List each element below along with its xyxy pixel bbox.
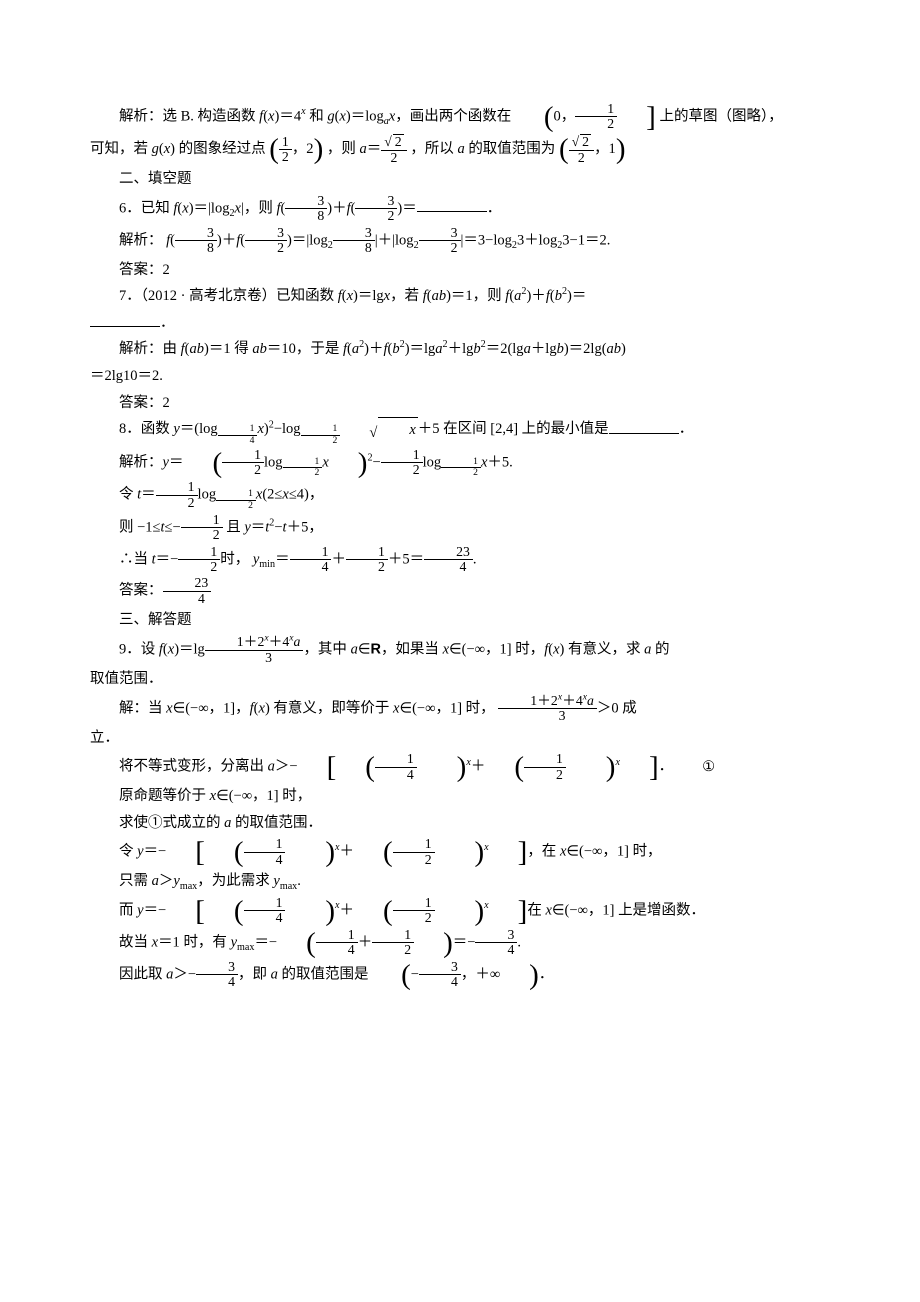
text: 将不等式变形，分离出 bbox=[119, 759, 268, 775]
q8-so: ∴当 t＝−12时， ymin＝14＋12＋5＝234. bbox=[90, 545, 830, 575]
p5-solution-line2: 可知，若 g(x) 的图象经过点 (12，2) ，则 a＝√22 ，所以 a 的… bbox=[90, 134, 830, 165]
text: 令 bbox=[119, 486, 137, 502]
text: 解：当 bbox=[119, 700, 166, 716]
text: 且 bbox=[223, 519, 245, 535]
text: 解析：选 B. 构造函数 bbox=[119, 108, 259, 124]
q9-solution-1: 解：当 x∈(−∞，1]，f(x) 有意义，即等价于 x∈(−∞，1] 时， 1… bbox=[90, 694, 830, 724]
text: 求使①式成立的 bbox=[119, 815, 224, 831]
q7-stem: 7．（2012 · 高考北京卷）已知函数 f(x)＝lgx，若 f(ab)＝1，… bbox=[90, 284, 830, 309]
fill-blank bbox=[417, 196, 487, 212]
text: 时，有 bbox=[180, 934, 231, 950]
text: 则 bbox=[119, 519, 137, 535]
text: 可知，若 bbox=[90, 141, 152, 157]
math: g bbox=[327, 108, 334, 124]
text: ，为此需求 bbox=[197, 873, 273, 889]
text: 解析： bbox=[119, 454, 163, 470]
text: ，所以 bbox=[410, 141, 457, 157]
text: 原命题等价于 bbox=[119, 788, 210, 804]
text: 时， bbox=[279, 788, 312, 804]
text: 的取值范围为 bbox=[465, 141, 559, 157]
q8-let: 令 t＝12log12x(2≤x≤4)， bbox=[90, 480, 830, 510]
p5-solution-line1: 解析：选 B. 构造函数 f(x)＝4x 和 g(x)＝logax，画出两个函数… bbox=[90, 102, 830, 132]
fill-blank bbox=[90, 311, 160, 327]
text: 故当 bbox=[119, 934, 152, 950]
q6-stem: 6．已知 f(x)＝|log2x|，则 f(38)＋f(32)＝． bbox=[90, 194, 830, 224]
text: 成 bbox=[619, 700, 637, 716]
text: 因此取 bbox=[119, 966, 166, 982]
text: ，则 bbox=[473, 288, 506, 304]
text: ，即 bbox=[238, 966, 271, 982]
section-3-heading: 三、解答题 bbox=[90, 608, 830, 633]
q9-solution-1b: 立． bbox=[90, 726, 830, 751]
circled-1: ① bbox=[673, 755, 715, 780]
text: 7．（2012 · 高考北京卷）已知函数 bbox=[119, 288, 338, 304]
text: 9．设 bbox=[119, 641, 159, 657]
text: 的 bbox=[651, 641, 669, 657]
text: 解析： bbox=[119, 232, 163, 248]
text: 只需 bbox=[119, 873, 152, 889]
text: ，在 bbox=[527, 844, 560, 860]
text: 的取值范围． bbox=[231, 815, 322, 831]
q6-solution: 解析： f(38)＋f(32)＝|log238|＋|log232|＝3−log2… bbox=[90, 226, 830, 256]
q9-when: 故当 x＝1 时，有 ymax＝−(14＋12)＝−34. bbox=[90, 928, 830, 958]
q9-stem: 9．设 f(x)＝lg1＋2x＋4xa3，其中 a∈R，如果当 x∈(−∞，1]… bbox=[90, 635, 830, 665]
text: 时， bbox=[220, 551, 249, 567]
text: 上的草图（图略）， bbox=[659, 108, 782, 124]
text: 时， bbox=[462, 700, 495, 716]
text: 6．已知 bbox=[119, 200, 173, 216]
text: 上是增函数． bbox=[614, 902, 705, 918]
text: 时， bbox=[629, 844, 662, 860]
frac: 12 bbox=[575, 102, 617, 132]
text: ， bbox=[235, 700, 250, 716]
text: 得 bbox=[231, 341, 253, 357]
q9-eq1: 原命题等价于 x∈(−∞，1] 时， bbox=[90, 784, 830, 809]
q7-blank-line: ． bbox=[90, 311, 830, 336]
frac: √22 bbox=[569, 134, 594, 165]
q9-final: 因此取 a＞−34，即 a 的取值范围是 (−34，＋∞)． bbox=[90, 960, 830, 990]
q8-solution-1: 解析：y＝(12log12x)2−12log12x＋5. bbox=[90, 448, 830, 478]
text: 有意义，即等价于 bbox=[270, 700, 393, 716]
section-2-heading: 二、填空题 bbox=[90, 167, 830, 192]
text: 解析：由 bbox=[119, 341, 181, 357]
q8-then: 则 −1≤t≤−12 且 y＝t2−t＋5， bbox=[90, 513, 830, 543]
text: ，于是 bbox=[296, 341, 343, 357]
q9-stem-2: 取值范围． bbox=[90, 667, 830, 692]
document-page: 解析：选 B. 构造函数 f(x)＝4x 和 g(x)＝logax，画出两个函数… bbox=[0, 0, 920, 1052]
q7-solution-2: ＝2lg10＝2. bbox=[90, 364, 830, 389]
math: f bbox=[259, 108, 263, 124]
text: 有意义，求 bbox=[564, 641, 644, 657]
text: 8．函数 bbox=[119, 422, 173, 438]
text: 在 bbox=[527, 902, 545, 918]
q7-solution: 解析：由 f(ab)＝1 得 ab＝10，于是 f(a2)＋f(b2)＝lga2… bbox=[90, 337, 830, 362]
q7-answer: 答案：2 bbox=[90, 391, 830, 416]
text: 而 bbox=[119, 902, 137, 918]
text: 和 bbox=[309, 108, 327, 124]
text: ，其中 bbox=[303, 641, 350, 657]
text: ∴当 bbox=[119, 551, 152, 567]
frac: √22 bbox=[381, 134, 406, 165]
fill-blank bbox=[609, 418, 679, 434]
text: 在区间 [2,4] 上的最小值是 bbox=[440, 422, 609, 438]
text: 的图象经过点 bbox=[175, 141, 269, 157]
q9-let: 令 y＝−[(14 )x＋(12 )x]，在 x∈(−∞，1] 时， bbox=[90, 837, 830, 867]
text: ，画出两个函数在 bbox=[395, 108, 515, 124]
q6-answer: 答案：2 bbox=[90, 258, 830, 283]
text: 令 bbox=[119, 844, 137, 860]
text: ，则 bbox=[327, 141, 360, 157]
text: ，如果当 bbox=[381, 641, 443, 657]
text: 答案： bbox=[119, 583, 163, 599]
text: 的取值范围是 bbox=[278, 966, 372, 982]
text: 时， bbox=[512, 641, 545, 657]
q9-eq2: 求使①式成立的 a 的取值范围． bbox=[90, 811, 830, 836]
text: ，则 bbox=[244, 200, 277, 216]
q9-sep: 将不等式变形，分离出 a＞−[(14 )x＋(12 )x]．① bbox=[90, 752, 830, 782]
frac: 12 bbox=[279, 135, 292, 165]
q9-need: 只需 a＞ymax，为此需求 ymax. bbox=[90, 869, 830, 894]
q8-answer: 答案：234 bbox=[90, 576, 830, 606]
text: ，若 bbox=[390, 288, 423, 304]
q8-stem: 8．函数 y＝(log14x)2−log12√x＋5 在区间 [2,4] 上的最… bbox=[90, 417, 830, 445]
q9-mono: 而 y＝−[(14 )x＋(12 )x]在 x∈(−∞，1] 上是增函数． bbox=[90, 896, 830, 926]
